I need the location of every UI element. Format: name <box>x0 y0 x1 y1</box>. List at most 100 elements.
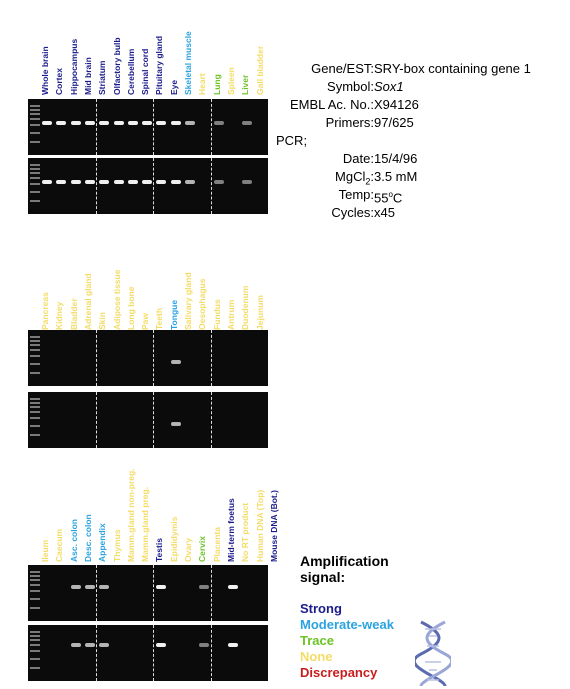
gene-label: Gene/EST: <box>311 61 374 76</box>
legend-discrepancy: Discrepancy <box>300 665 378 680</box>
lane-label: Oesophagus <box>197 278 208 330</box>
gel-band <box>213 121 224 125</box>
lane-label: Spleen <box>225 67 236 95</box>
lane-label: Striatum <box>97 60 108 95</box>
lane-separator <box>153 99 155 155</box>
lane-label: Cerebellum <box>125 48 136 95</box>
lane-labels-3: Ileum Caecum Asc. colon Desc. colon Appendix… <box>0 450 300 563</box>
gel-band <box>113 180 124 184</box>
temp-row: Temp: 55oC <box>268 186 568 207</box>
lane-label: Tongue <box>168 299 179 330</box>
gel-band <box>113 121 124 125</box>
gel-band <box>199 643 210 647</box>
lane-label: Epididymis <box>168 516 179 562</box>
ladder-band <box>30 168 40 170</box>
lane-label: Kidney <box>54 301 65 330</box>
legend-trace: Trace <box>300 633 334 648</box>
gel-image-2b <box>28 392 268 448</box>
lane-separator <box>96 392 98 448</box>
ladder-band <box>30 607 40 609</box>
ladder-band <box>30 191 40 193</box>
gel-band <box>70 180 81 184</box>
lane-separator <box>96 565 98 621</box>
gel-band <box>185 180 195 184</box>
ladder-band <box>30 200 40 202</box>
lane-label: Liver <box>240 74 251 95</box>
lane-label: Olfactory bulb <box>111 37 122 95</box>
gel-band <box>213 180 224 184</box>
ladder-band <box>30 109 40 111</box>
lane-separator <box>153 392 155 448</box>
gel-image-3a <box>28 565 268 621</box>
ladder-band <box>30 658 40 660</box>
lane-label: Placenta <box>211 527 222 562</box>
ladder-band <box>30 571 40 573</box>
gel-band <box>242 121 253 125</box>
cycles-label: Cycles: <box>331 205 374 220</box>
gel-band <box>70 585 81 589</box>
lane-label: Eye <box>168 79 179 95</box>
embl-value: X94126 <box>374 97 419 112</box>
legend-strong: Strong <box>300 601 342 616</box>
legend-none: None <box>300 649 333 664</box>
symbol-value: Sox1 <box>374 79 404 94</box>
gel-band <box>227 643 238 647</box>
lane-label: Whole brain <box>40 46 50 95</box>
lane-label: Lung <box>211 74 222 95</box>
tissue-panel-2: Pancreas Kidney Bladder Adrenal gland Skin Ad… <box>0 250 300 450</box>
ladder-band <box>30 183 40 185</box>
lane-separator <box>210 99 212 155</box>
mgcl-row: MgCl2: 3.5 mM <box>268 168 568 187</box>
ladder-band <box>30 667 40 669</box>
lane-label: Bladder <box>68 298 79 330</box>
lane-label: Ileum <box>40 539 50 562</box>
pcr-label: PCR; <box>276 133 308 148</box>
temp-label: Temp: <box>338 187 374 202</box>
lane-label: Mouse DNA (Bot.) <box>268 490 279 562</box>
gel-band <box>99 180 110 184</box>
temp-value: 55oC <box>374 186 402 207</box>
gel-image-2a <box>28 330 268 386</box>
lane-label: Teeth <box>154 307 165 330</box>
ladder-band <box>30 363 40 365</box>
lane-label: Fundus <box>211 299 222 330</box>
ladder-band <box>30 177 40 179</box>
lane-separator <box>210 158 212 214</box>
lane-label: Adrenal gland <box>82 273 93 330</box>
lane-separator <box>210 565 212 621</box>
lane-label: Appendix <box>97 523 108 562</box>
gel-band <box>127 180 138 184</box>
gel-band <box>156 121 167 125</box>
lane-label: Mid brain <box>82 57 93 95</box>
gel-band <box>84 585 95 589</box>
lane-label: Duodenum <box>240 285 251 330</box>
gel-band <box>227 585 238 589</box>
pcr-row: PCR; <box>276 132 307 150</box>
cycles-row: Cycles: x45 <box>268 204 568 222</box>
legend-title-2: signal: <box>300 569 346 585</box>
ladder-band <box>30 164 40 166</box>
ladder-band <box>30 650 40 652</box>
gel-band <box>156 180 167 184</box>
ladder-band <box>30 417 40 419</box>
lane-label: Ovary <box>183 537 193 562</box>
lane-label: Skeletal muscle <box>183 31 193 95</box>
cycles-value: x45 <box>374 205 395 220</box>
lane-separator <box>153 565 155 621</box>
gel-band <box>42 180 52 184</box>
lane-label: Desc. colon <box>82 514 93 562</box>
gel-band <box>99 585 110 589</box>
lane-label: Gall bladder <box>254 45 265 95</box>
symbol-row: Symbol: Sox1 <box>268 78 568 96</box>
gel-band <box>156 585 167 589</box>
gel-band <box>185 121 195 125</box>
gel-band <box>199 585 210 589</box>
gel-band <box>127 121 138 125</box>
ladder-band <box>30 635 40 637</box>
gel-band <box>170 180 181 184</box>
lane-separator <box>96 330 98 386</box>
lane-label: Adipose tissue <box>111 269 122 330</box>
ladder-band <box>30 406 40 408</box>
ladder-band <box>30 411 40 413</box>
lane-label: Skin <box>97 312 108 330</box>
